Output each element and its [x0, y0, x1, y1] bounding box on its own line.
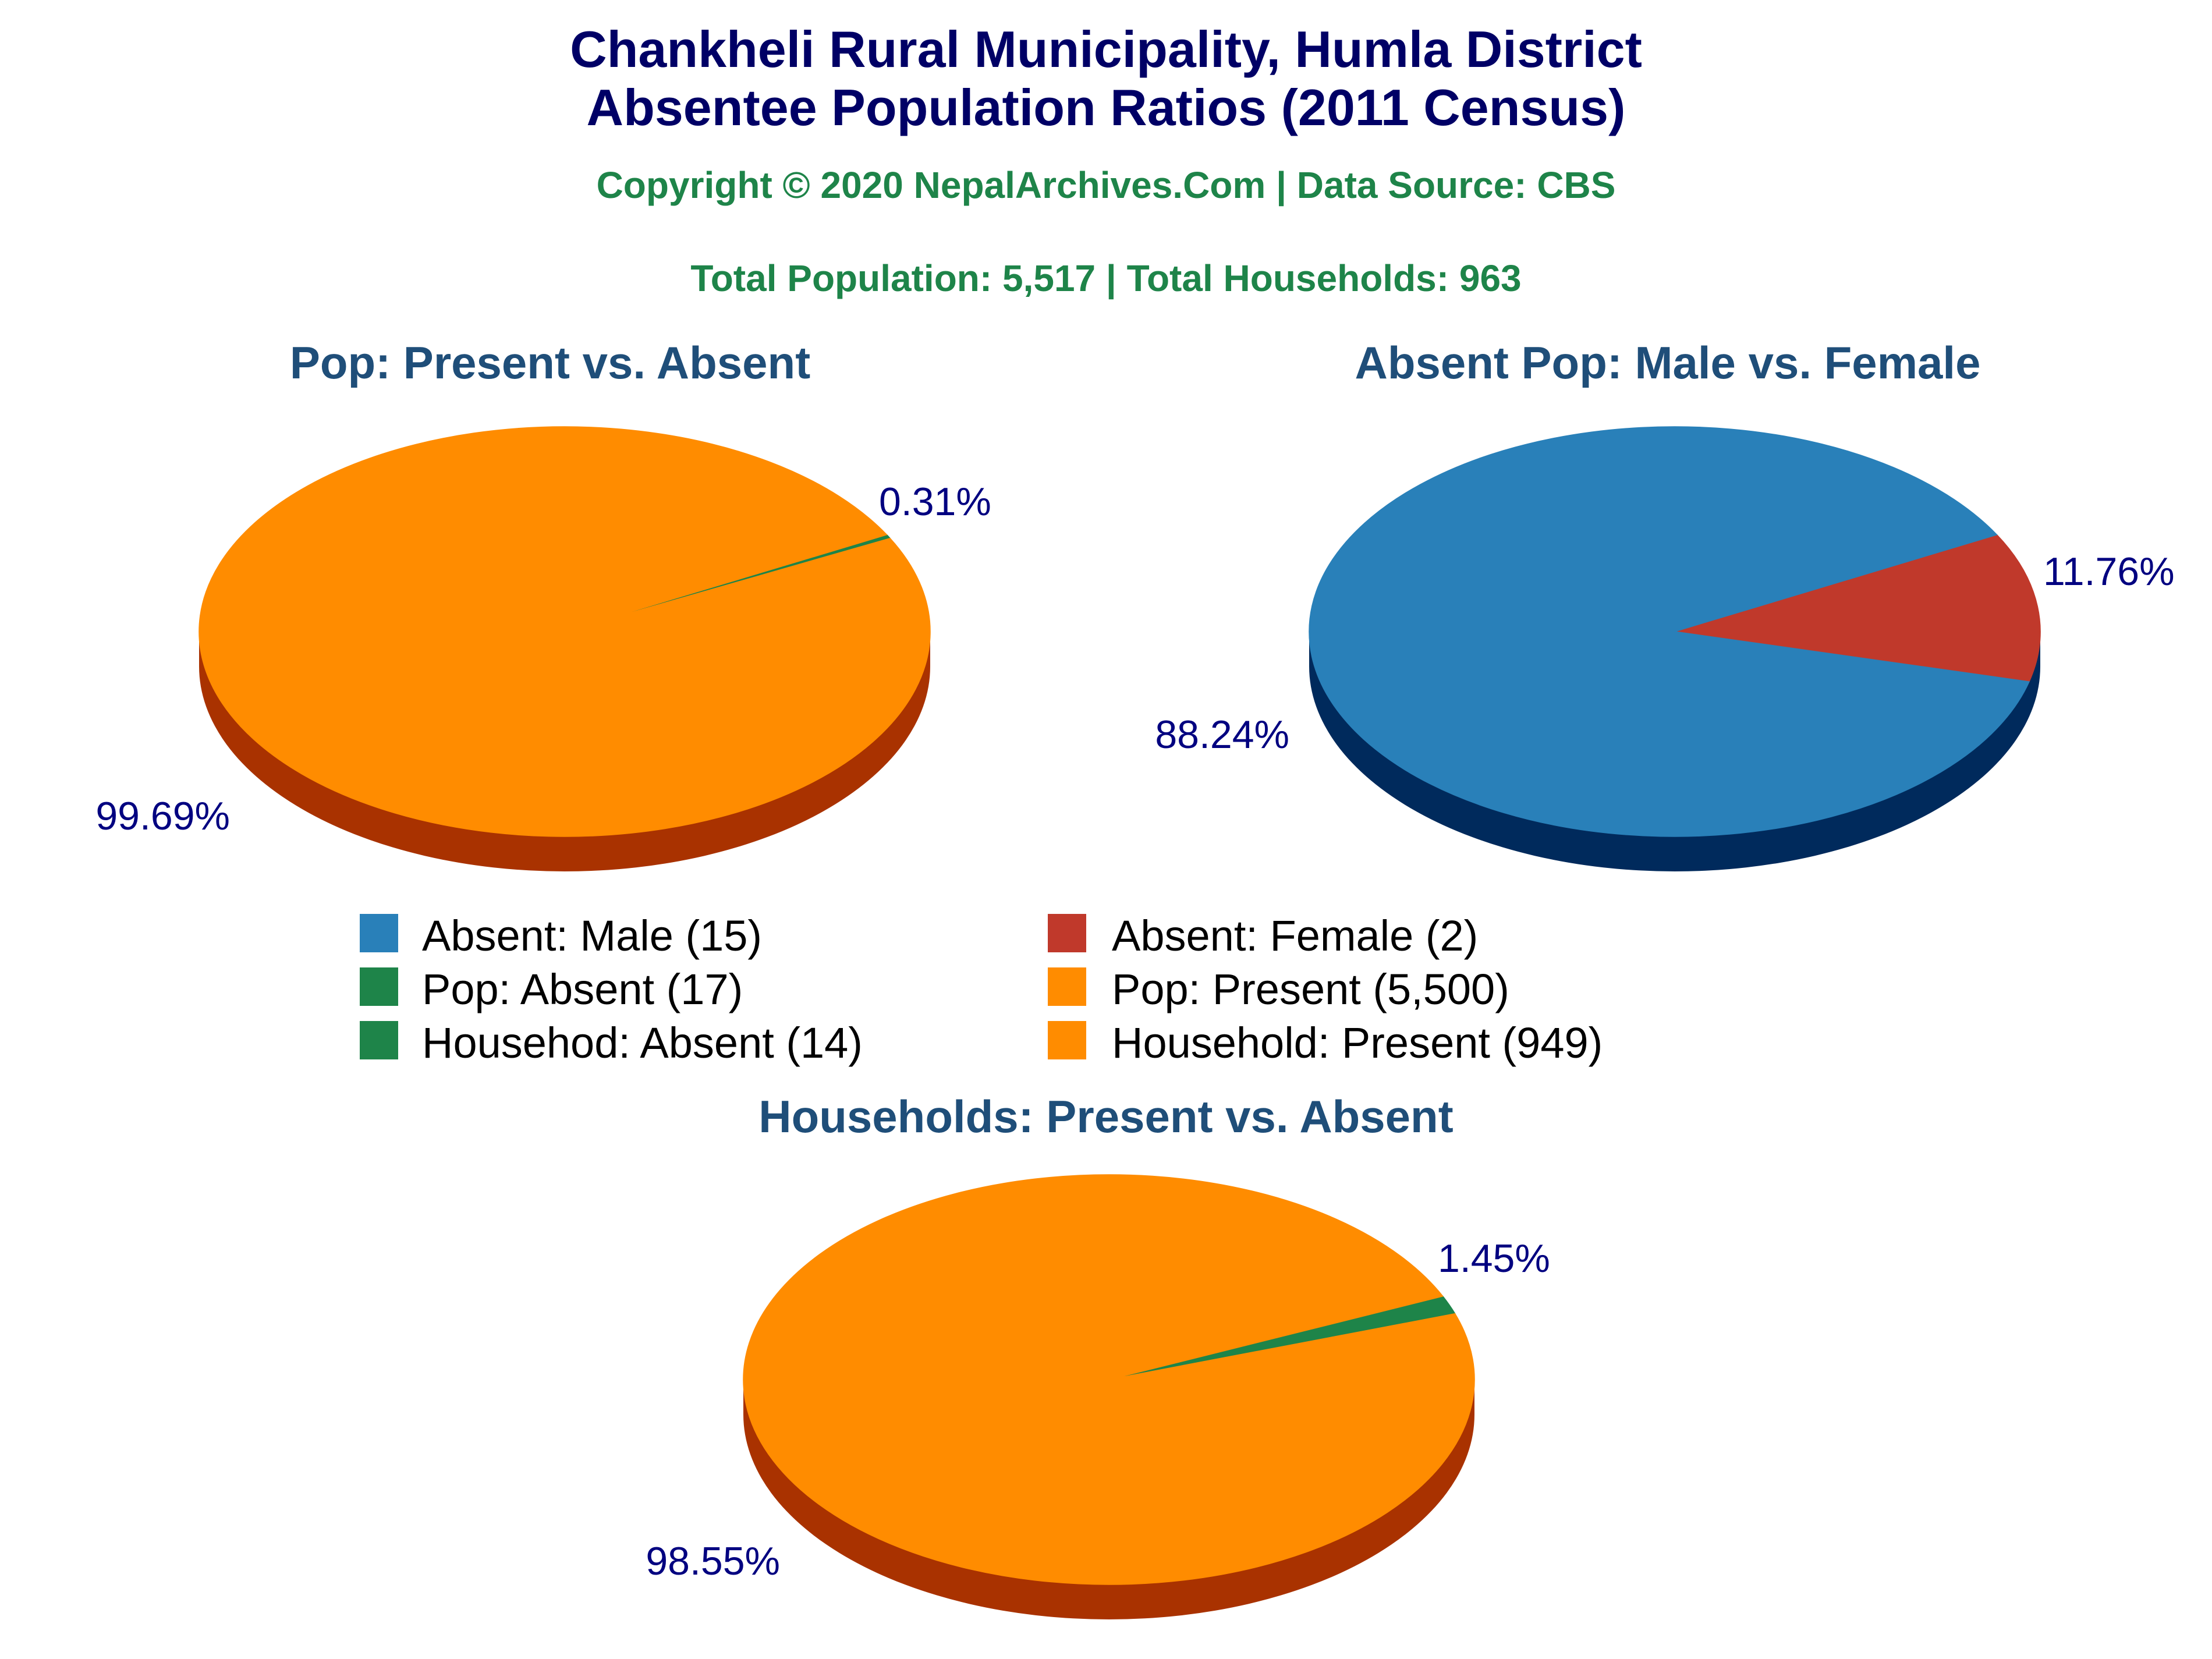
- legend-swatch: [360, 967, 398, 1006]
- pie-population-present-absent: Pop: Present vs. Absent 0.31% 99.69%: [95, 337, 991, 871]
- legend-label: Household: Present (949): [1112, 1019, 1603, 1067]
- legend-label: Pop: Present (5,500): [1112, 965, 1509, 1013]
- legend-label: Absent: Male (15): [422, 912, 762, 960]
- legend-item-absent-male: Absent: Male (15): [360, 912, 762, 960]
- legend-item-pop-present: Pop: Present (5,500): [1048, 965, 1509, 1013]
- slice-label-pop-absent: 0.31%: [879, 480, 991, 524]
- copyright-line: Copyright © 2020 NepalArchives.Com | Dat…: [597, 164, 1616, 207]
- slice-label-household-present: 98.55%: [646, 1539, 780, 1583]
- legend-swatch: [1048, 967, 1086, 1006]
- legend-label: Househod: Absent (14): [422, 1019, 863, 1067]
- slice-label-male: 88.24%: [1155, 712, 1289, 757]
- pie-absent-male-female: Absent Pop: Male vs. Female 11.76% 88.24…: [1155, 337, 2175, 871]
- chart-title-line2: Absentee Population Ratios (2011 Census): [587, 79, 1626, 136]
- legend: Absent: Male (15) Absent: Female (2) Pop…: [360, 912, 1603, 1067]
- pie-slice-absent-male: [1309, 426, 2030, 837]
- totals-line: Total Population: 5,517 | Total Househol…: [690, 257, 1521, 300]
- legend-item-household-present: Household: Present (949): [1048, 1019, 1603, 1067]
- slice-label-pop-present: 99.69%: [95, 794, 230, 838]
- legend-swatch: [360, 1021, 398, 1059]
- legend-item-household-absent: Househod: Absent (14): [360, 1019, 863, 1067]
- pie-households-present-absent: Households: Present vs. Absent 1.45% 98.…: [646, 1091, 1550, 1619]
- legend-swatch: [360, 914, 398, 952]
- pie-slice-household-present: [743, 1174, 1475, 1585]
- pie-side: [1309, 632, 2040, 871]
- pie-title: Absent Pop: Male vs. Female: [1355, 337, 1981, 388]
- chart-title-line1: Chankheli Rural Municipality, Humla Dist…: [570, 20, 1642, 78]
- pie-slice-pop-present: [198, 426, 931, 837]
- slice-label-female: 11.76%: [2043, 550, 2175, 594]
- pie-side: [199, 632, 930, 871]
- slice-label-household-absent: 1.45%: [1438, 1236, 1550, 1281]
- legend-swatch: [1048, 1021, 1086, 1059]
- legend-label: Pop: Absent (17): [422, 965, 743, 1013]
- pie-slice-absent-female: [1674, 534, 2041, 682]
- pie-title: Pop: Present vs. Absent: [290, 337, 810, 388]
- pie-side: [743, 1380, 1474, 1619]
- legend-item-absent-female: Absent: Female (2): [1048, 912, 1478, 960]
- legend-swatch: [1048, 914, 1086, 952]
- legend-label: Absent: Female (2): [1112, 912, 1478, 960]
- legend-item-pop-absent: Pop: Absent (17): [360, 965, 743, 1013]
- pie-title: Households: Present vs. Absent: [758, 1091, 1453, 1142]
